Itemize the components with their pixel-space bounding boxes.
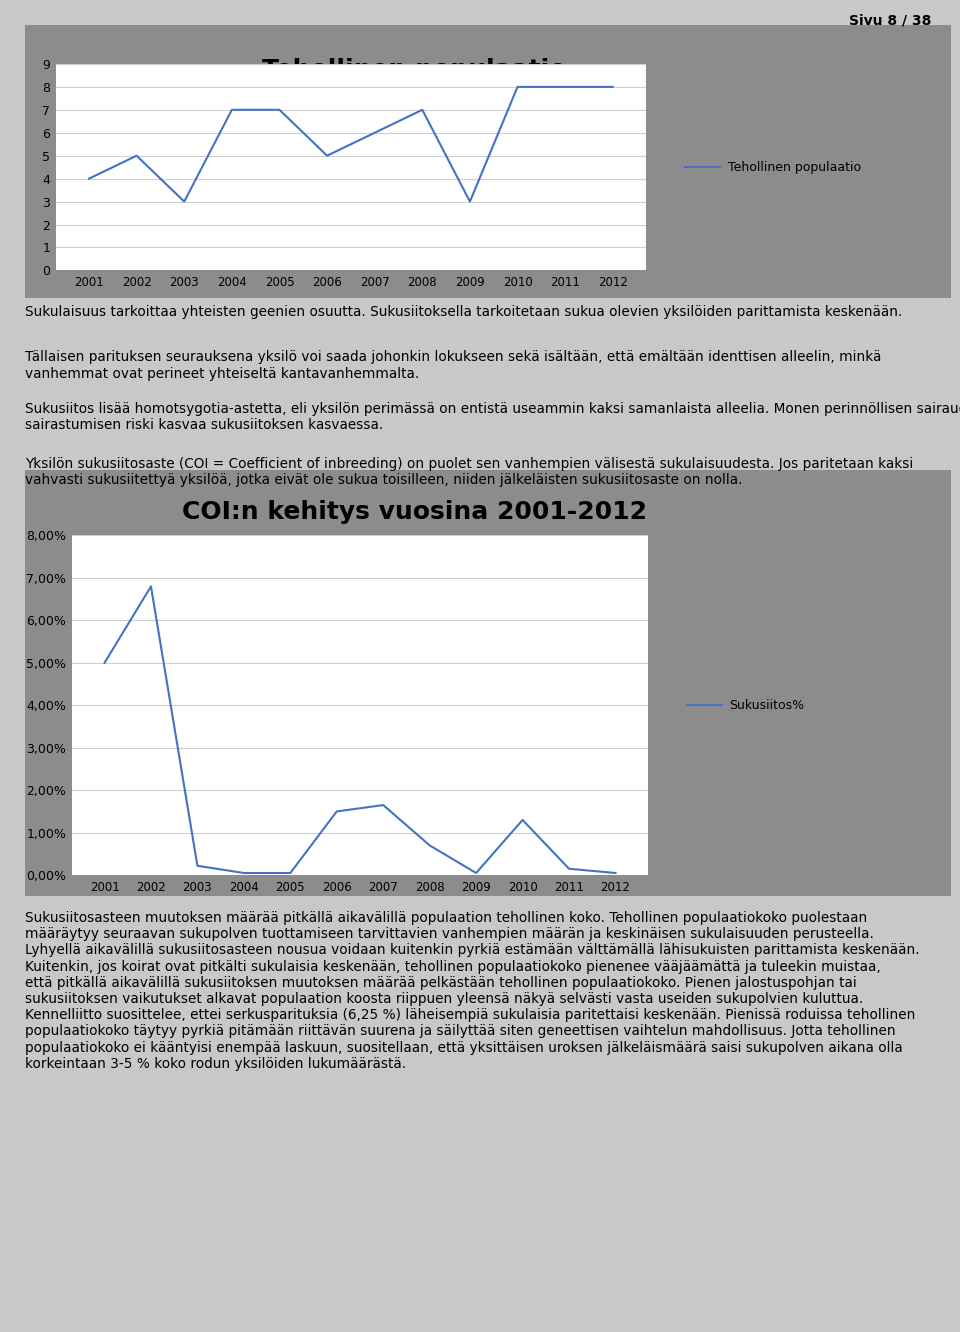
Text: Yksilön sukusiitosaste (COI = Coefficient of inbreeding) on puolet sen vanhempie: Yksilön sukusiitosaste (COI = Coefficien… (25, 457, 913, 488)
Text: Sukulaisuus tarkoittaa yhteisten geenien osuutta. Sukusiitoksella tarkoitetaan s: Sukulaisuus tarkoittaa yhteisten geenien… (25, 305, 902, 320)
Text: Sukusiitos%: Sukusiitos% (730, 699, 804, 711)
Text: Tehollinen populaatio: Tehollinen populaatio (262, 59, 566, 83)
Text: Tehollinen populaatio: Tehollinen populaatio (728, 161, 861, 173)
Text: Sukusiitos lisää homotsygotia-astetta, eli yksilön perimässä on entistä useammin: Sukusiitos lisää homotsygotia-astetta, e… (25, 402, 960, 433)
Text: COI:n kehitys vuosina 2001-2012: COI:n kehitys vuosina 2001-2012 (181, 500, 646, 523)
Text: Sivu 8 / 38: Sivu 8 / 38 (849, 13, 931, 28)
Text: Sukusiitosasteen muutoksen määrää pitkällä aikavälillä populaation tehollinen ko: Sukusiitosasteen muutoksen määrää pitkäl… (25, 911, 920, 1071)
Text: Tällaisen parituksen seurauksena yksilö voi saada johonkin lokukseen sekä isältä: Tällaisen parituksen seurauksena yksilö … (25, 350, 881, 381)
